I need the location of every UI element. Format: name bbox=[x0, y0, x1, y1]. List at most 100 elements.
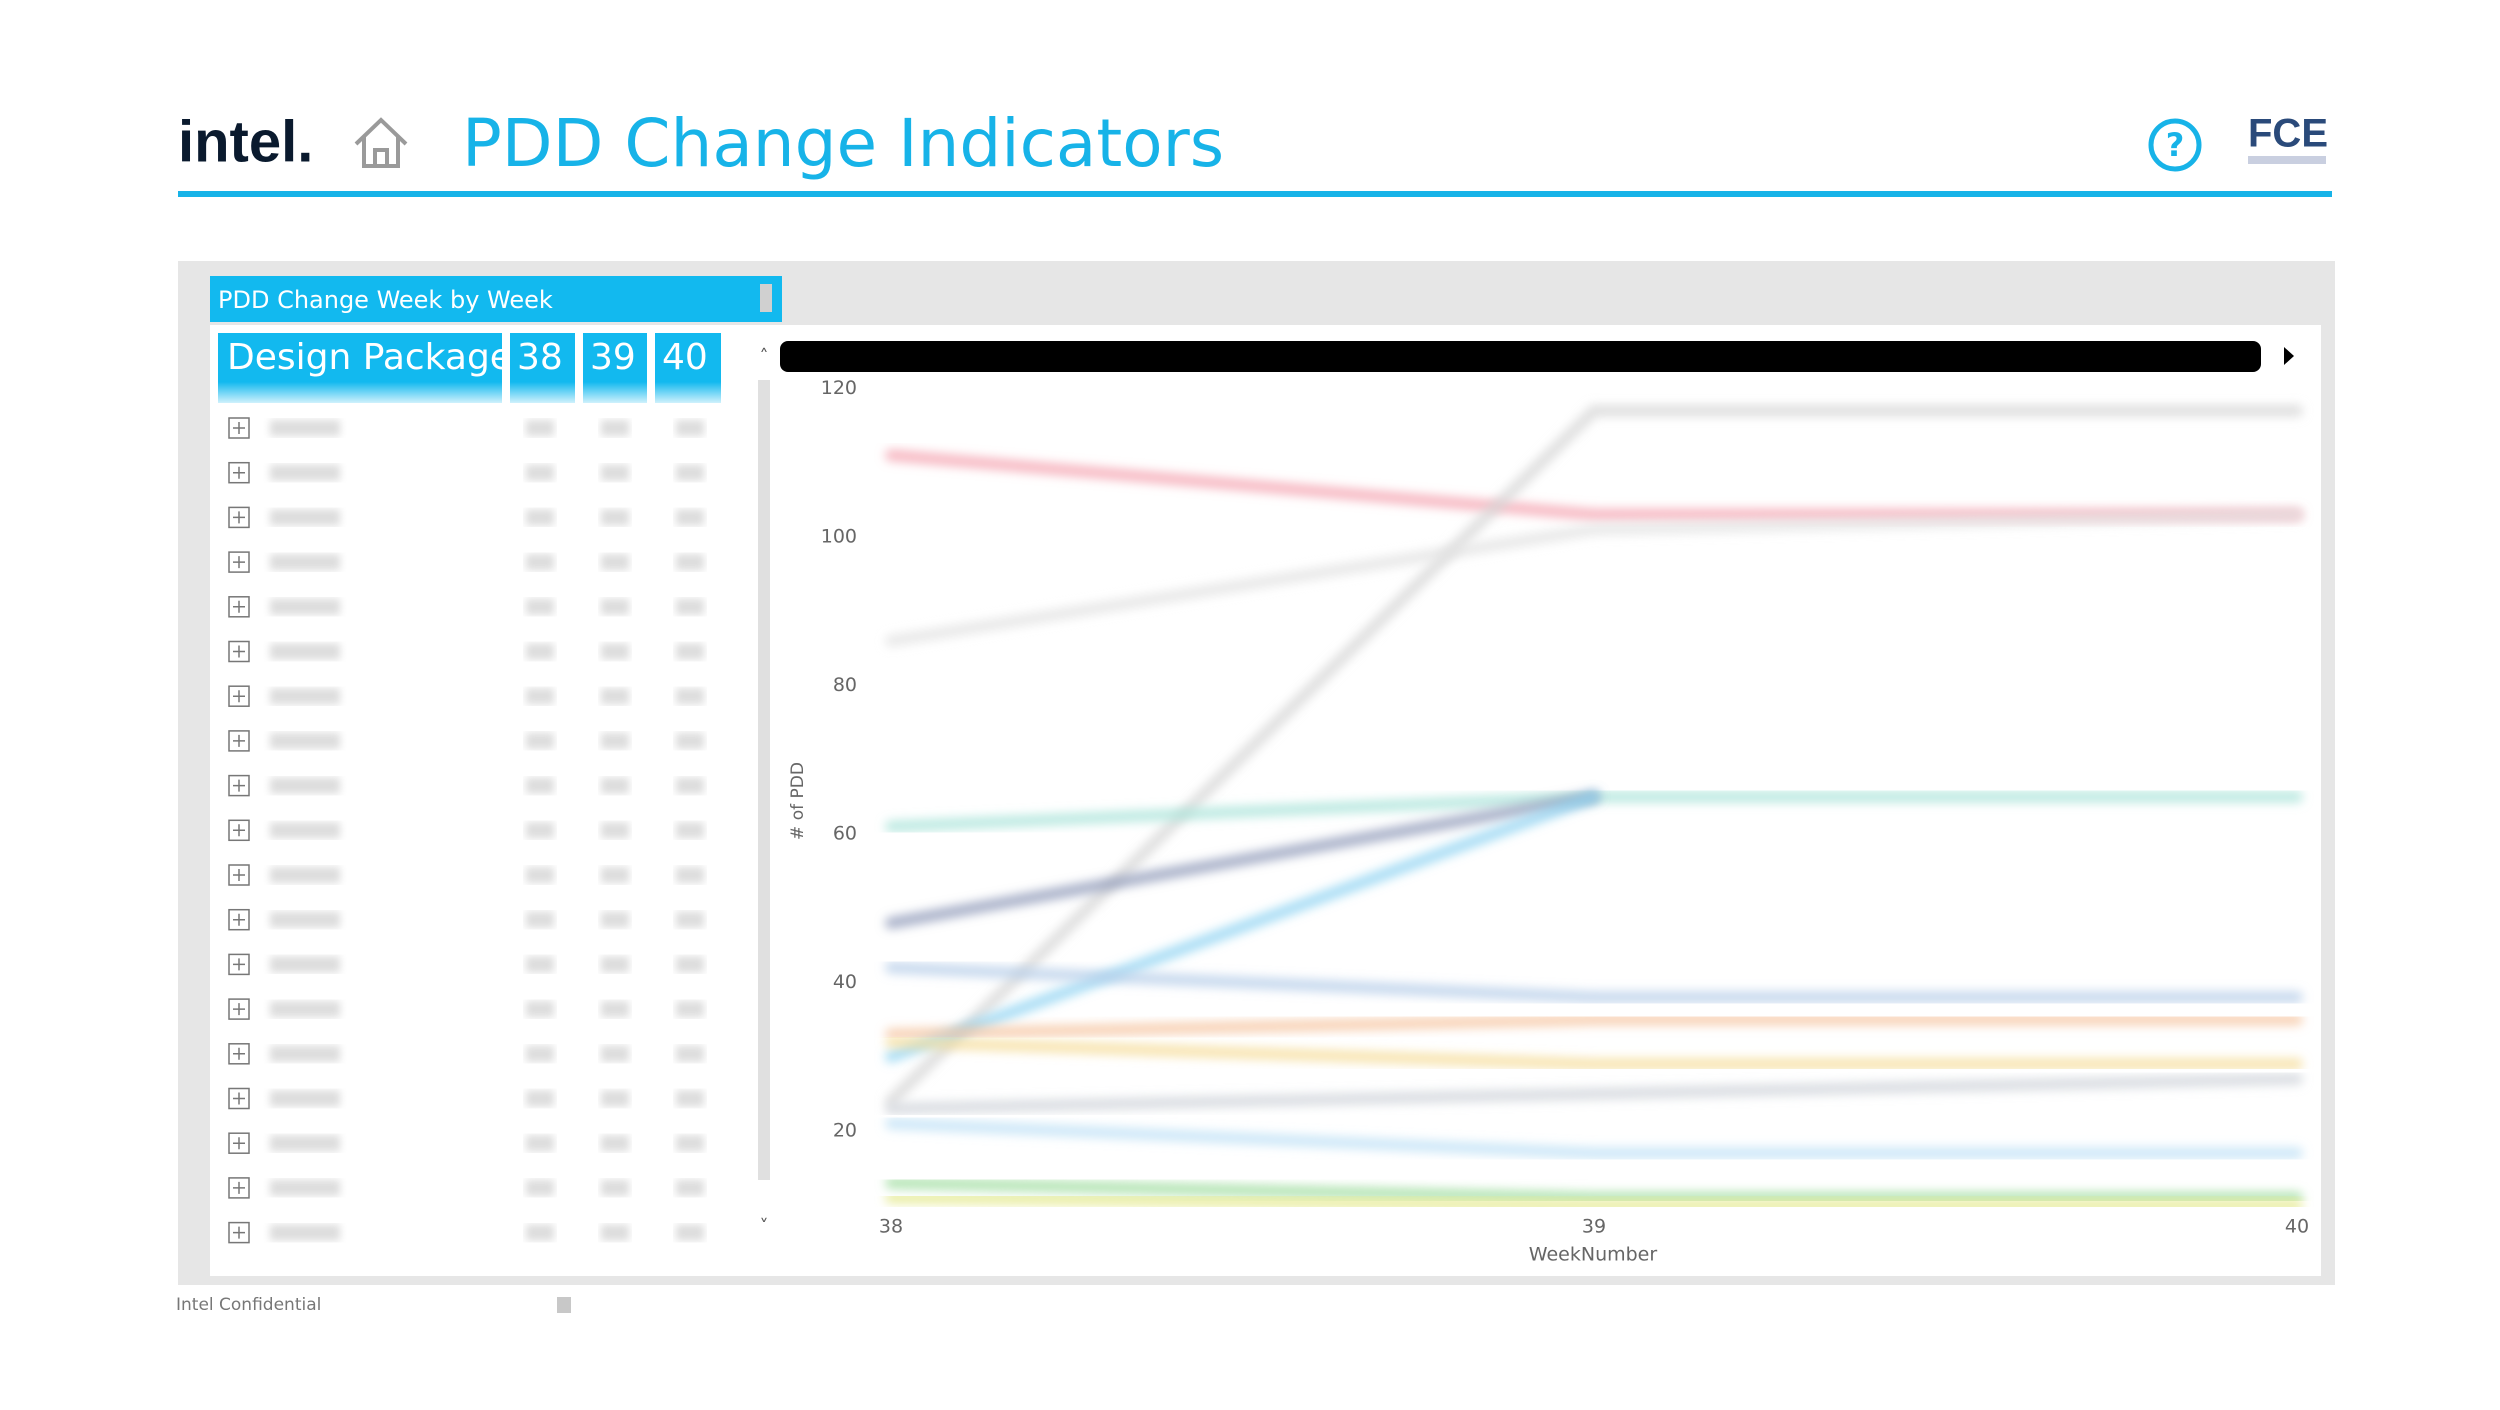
expand-plus bbox=[233, 422, 245, 434]
blurred-cell bbox=[526, 643, 554, 660]
series-line bbox=[885, 1035, 2303, 1071]
blurred-cell bbox=[601, 1045, 629, 1062]
blurred-cell bbox=[676, 554, 704, 571]
blurred-row bbox=[270, 1224, 340, 1241]
expand-plus bbox=[233, 1047, 245, 1060]
blurred-cell bbox=[526, 867, 554, 883]
blurred-cell bbox=[601, 643, 629, 660]
column-header: 38 bbox=[517, 337, 563, 378]
blurred-cell bbox=[601, 1001, 629, 1018]
blurred-cell bbox=[601, 911, 629, 928]
x-tick-label: 39 bbox=[1582, 1216, 1606, 1238]
series-line bbox=[885, 1176, 2303, 1204]
blurred-cell bbox=[526, 688, 554, 705]
blurred-cell bbox=[676, 867, 704, 883]
expand-plus bbox=[233, 556, 245, 569]
series-line bbox=[885, 1072, 2303, 1115]
header-cell bbox=[510, 333, 575, 403]
blurred-cell bbox=[676, 1224, 704, 1241]
column-header: Design Package bbox=[227, 337, 512, 378]
expand-plus bbox=[233, 1137, 245, 1150]
expand-plus bbox=[233, 869, 245, 881]
blurred-cell bbox=[676, 643, 704, 660]
blurred-cell bbox=[601, 464, 629, 481]
y-tick-label: 120 bbox=[821, 377, 857, 399]
column-header: 39 bbox=[590, 337, 636, 378]
blurred-cell bbox=[676, 464, 704, 481]
brand-logo: FCE bbox=[2248, 112, 2328, 156]
y-tick-label: 20 bbox=[833, 1119, 857, 1141]
blurred-cell bbox=[676, 911, 704, 928]
blurred-cell bbox=[676, 420, 704, 436]
table-rows bbox=[228, 417, 704, 1244]
blurred-row bbox=[270, 643, 340, 660]
series-line bbox=[885, 1191, 2303, 1212]
slicer-bar[interactable] bbox=[780, 341, 2261, 372]
blurred-cell bbox=[601, 554, 629, 571]
scroll-up[interactable]: ˄ bbox=[760, 346, 769, 367]
blurred-row bbox=[270, 822, 340, 839]
series-line bbox=[885, 1013, 2303, 1041]
series-line bbox=[885, 790, 1600, 1063]
blurred-row bbox=[270, 867, 340, 883]
blurred-cell bbox=[601, 598, 629, 615]
blurred-cell bbox=[526, 1224, 554, 1241]
blurred-cell bbox=[601, 1090, 629, 1107]
blurred-row bbox=[270, 598, 340, 615]
blurred-row bbox=[270, 554, 340, 571]
footer-note: Intel Confidential bbox=[176, 1295, 321, 1315]
blurred-cell bbox=[676, 1001, 704, 1018]
blurred-row bbox=[270, 777, 340, 794]
page-marker bbox=[557, 1297, 571, 1313]
blurred-row bbox=[270, 1135, 340, 1152]
brand-tagline bbox=[2248, 156, 2326, 164]
plot: 20 40 60 80 100 120 38 39 40 bbox=[821, 377, 2309, 1238]
blurred-row bbox=[270, 1179, 340, 1196]
expand-plus bbox=[233, 779, 245, 792]
blurred-cell bbox=[526, 420, 554, 436]
blurred-row bbox=[270, 1001, 340, 1018]
blurred-row bbox=[270, 1090, 340, 1107]
blurred-cell bbox=[526, 777, 554, 794]
expand-plus bbox=[233, 600, 245, 613]
blurred-cell bbox=[526, 464, 554, 481]
blurred-cell bbox=[601, 1135, 629, 1152]
y-axis-title: # of PDD bbox=[788, 762, 808, 840]
blurred-cell bbox=[601, 822, 629, 839]
blurred-cell bbox=[526, 1090, 554, 1107]
blurred-cell bbox=[676, 598, 704, 615]
help-icon[interactable] bbox=[2148, 118, 2202, 172]
scroll-down[interactable]: ˅ bbox=[760, 1216, 769, 1237]
blurred-row bbox=[270, 464, 340, 481]
title-scroll bbox=[760, 284, 772, 312]
blurred-row bbox=[270, 732, 340, 749]
blurred-cell bbox=[676, 1090, 704, 1107]
blurred-cell bbox=[676, 822, 704, 839]
expand-plus bbox=[233, 1003, 245, 1016]
blurred-row bbox=[270, 688, 340, 705]
series-line bbox=[885, 790, 1600, 930]
blurred-cell bbox=[601, 956, 629, 973]
blurred-cell bbox=[601, 1224, 629, 1241]
x-tick-label: 40 bbox=[2285, 1216, 2309, 1238]
expand-plus bbox=[233, 466, 245, 479]
blurred-cell bbox=[526, 1179, 554, 1196]
blurred-cell bbox=[601, 1179, 629, 1196]
blurred-row bbox=[270, 1045, 340, 1062]
next-arrow[interactable] bbox=[2284, 347, 2294, 365]
blurred-row bbox=[270, 956, 340, 973]
table-title-bar bbox=[210, 276, 782, 322]
blurred-cell bbox=[526, 1001, 554, 1018]
header-rule bbox=[178, 191, 2332, 197]
series-line bbox=[885, 1117, 2303, 1160]
expand-plus bbox=[233, 690, 245, 703]
x-axis-title: WeekNumber bbox=[1529, 1244, 1658, 1266]
table-scrollbar[interactable] bbox=[758, 380, 770, 1180]
blurred-cell bbox=[526, 1045, 554, 1062]
home-icon[interactable] bbox=[354, 117, 408, 168]
column-header: 40 bbox=[662, 337, 708, 378]
expand-plus bbox=[233, 1226, 245, 1239]
blurred-cell bbox=[676, 1045, 704, 1062]
